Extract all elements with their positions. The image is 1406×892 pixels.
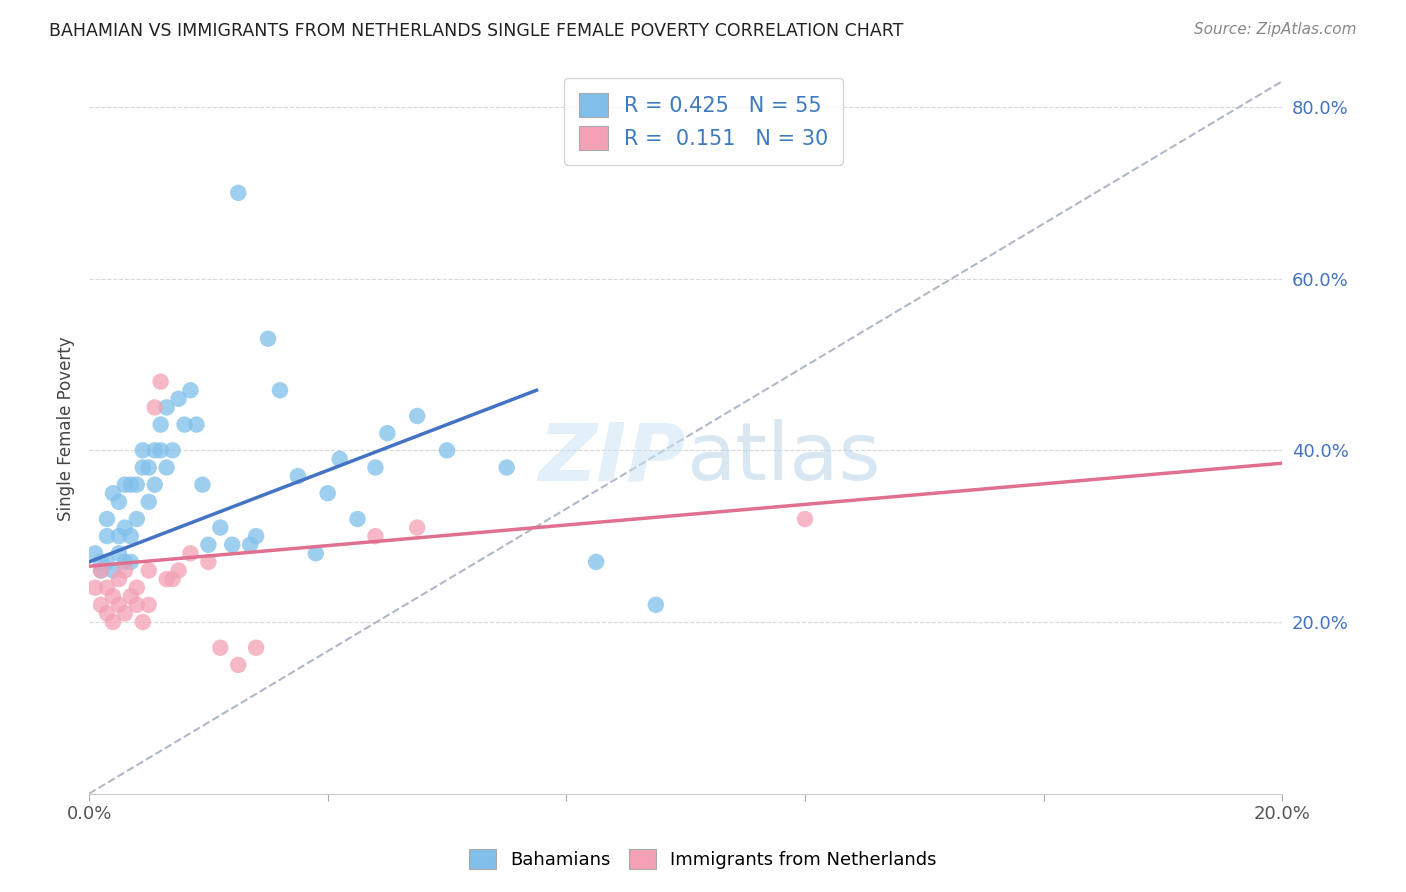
Point xyxy=(96,581,118,595)
Point xyxy=(132,460,155,475)
Point xyxy=(138,460,160,475)
Point xyxy=(149,375,172,389)
Point xyxy=(346,512,368,526)
Point xyxy=(167,392,190,406)
Point xyxy=(90,598,112,612)
Point xyxy=(143,477,166,491)
Point xyxy=(316,486,339,500)
Point xyxy=(143,443,166,458)
Point xyxy=(156,460,179,475)
Point xyxy=(101,486,124,500)
Point xyxy=(96,512,118,526)
Point xyxy=(221,538,243,552)
Point xyxy=(156,401,179,415)
Point xyxy=(84,546,107,560)
Point xyxy=(585,555,607,569)
Point xyxy=(84,581,107,595)
Point xyxy=(90,555,112,569)
Point xyxy=(245,640,267,655)
Point xyxy=(138,598,160,612)
Point xyxy=(108,546,131,560)
Point xyxy=(269,383,291,397)
Y-axis label: Single Female Poverty: Single Female Poverty xyxy=(58,336,75,521)
Point xyxy=(162,443,184,458)
Point xyxy=(226,186,249,200)
Point xyxy=(114,555,136,569)
Point xyxy=(120,529,142,543)
Text: BAHAMIAN VS IMMIGRANTS FROM NETHERLANDS SINGLE FEMALE POVERTY CORRELATION CHART: BAHAMIAN VS IMMIGRANTS FROM NETHERLANDS … xyxy=(49,22,904,40)
Point xyxy=(125,598,148,612)
Point xyxy=(108,529,131,543)
Point xyxy=(125,512,148,526)
Text: Source: ZipAtlas.com: Source: ZipAtlas.com xyxy=(1194,22,1357,37)
Point xyxy=(114,477,136,491)
Point xyxy=(125,477,148,491)
Text: ZIP: ZIP xyxy=(538,419,686,497)
Point xyxy=(90,564,112,578)
Point xyxy=(96,607,118,621)
Point xyxy=(287,469,309,483)
Text: atlas: atlas xyxy=(686,419,880,497)
Point xyxy=(120,555,142,569)
Point xyxy=(114,520,136,534)
Point xyxy=(101,564,124,578)
Point xyxy=(101,589,124,603)
Point xyxy=(156,572,179,586)
Point xyxy=(96,529,118,543)
Point xyxy=(406,520,429,534)
Point xyxy=(197,538,219,552)
Point xyxy=(364,529,387,543)
Point xyxy=(377,426,399,441)
Point xyxy=(120,589,142,603)
Point xyxy=(149,443,172,458)
Point xyxy=(108,495,131,509)
Point xyxy=(132,615,155,629)
Point xyxy=(173,417,195,432)
Point xyxy=(138,495,160,509)
Point xyxy=(179,383,201,397)
Point xyxy=(209,520,232,534)
Point xyxy=(167,564,190,578)
Point xyxy=(149,417,172,432)
Point xyxy=(406,409,429,423)
Point xyxy=(162,572,184,586)
Point xyxy=(197,555,219,569)
Point xyxy=(108,598,131,612)
Point xyxy=(101,615,124,629)
Point xyxy=(125,581,148,595)
Point xyxy=(90,564,112,578)
Point xyxy=(179,546,201,560)
Point xyxy=(239,538,262,552)
Point xyxy=(305,546,328,560)
Point xyxy=(108,572,131,586)
Point xyxy=(364,460,387,475)
Point xyxy=(245,529,267,543)
Point xyxy=(191,477,214,491)
Point xyxy=(114,607,136,621)
Point xyxy=(132,443,155,458)
Point xyxy=(495,460,517,475)
Point xyxy=(114,564,136,578)
Legend: R = 0.425   N = 55, R =  0.151   N = 30: R = 0.425 N = 55, R = 0.151 N = 30 xyxy=(564,78,844,165)
Point xyxy=(209,640,232,655)
Point xyxy=(120,477,142,491)
Point xyxy=(436,443,458,458)
Point xyxy=(644,598,666,612)
Point xyxy=(143,401,166,415)
Point xyxy=(329,451,352,466)
Point xyxy=(226,657,249,672)
Point xyxy=(138,564,160,578)
Point xyxy=(257,332,280,346)
Point xyxy=(186,417,208,432)
Point xyxy=(96,555,118,569)
Legend: Bahamians, Immigrants from Netherlands: Bahamians, Immigrants from Netherlands xyxy=(460,839,946,879)
Point xyxy=(794,512,817,526)
